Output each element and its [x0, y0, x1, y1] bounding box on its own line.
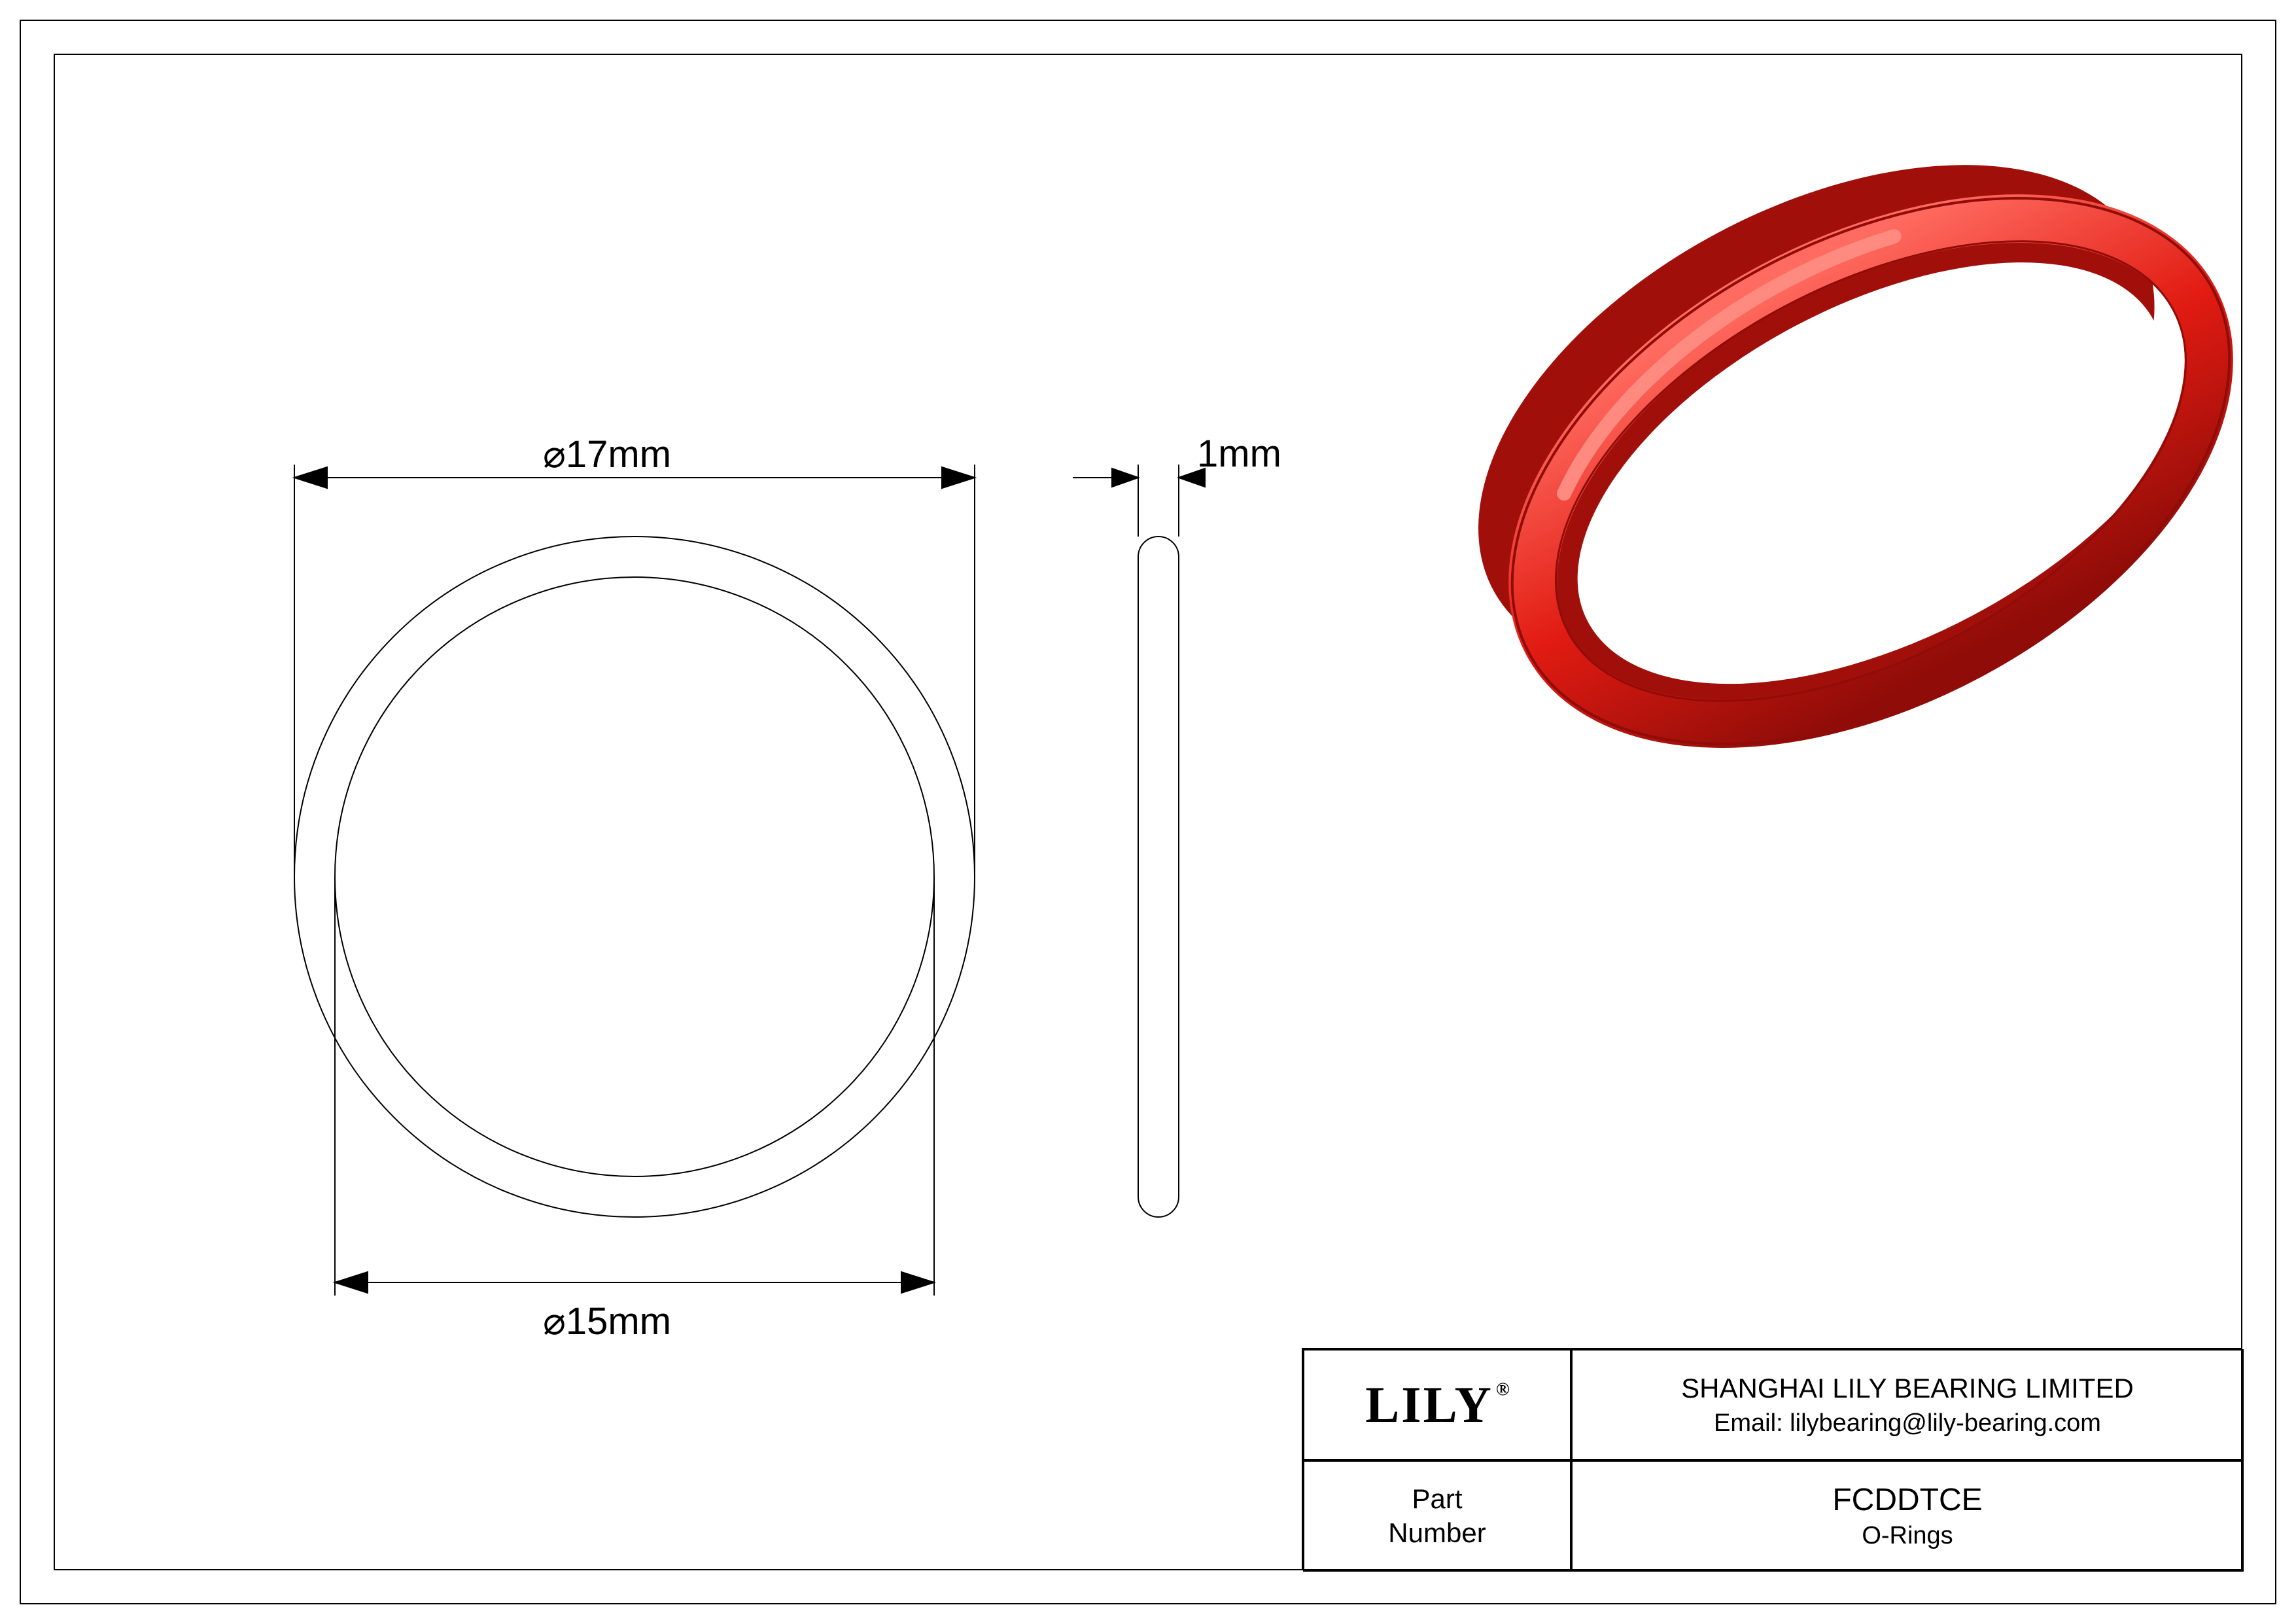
part-number: FCDDTCE [1832, 1482, 1982, 1518]
dimension-outer-diameter [294, 465, 975, 877]
title-block-logo-cell: LILY® [1303, 1349, 1571, 1460]
part-label-line2: Number [1388, 1517, 1486, 1548]
side-view-profile [1138, 537, 1179, 1217]
side-view [1138, 537, 1179, 1217]
part-description: O-Rings [1862, 1522, 1953, 1550]
oring-3d-render [1395, 40, 2296, 857]
front-view-inner-circle [335, 577, 934, 1176]
dimension-thickness [1073, 465, 1205, 537]
title-block: LILY® SHANGHAI LILY BEARING LIMITED Emai… [1302, 1348, 2242, 1570]
logo-registered-icon: ® [1496, 1379, 1512, 1400]
company-email: Email: lilybearing@lily-bearing.com [1714, 1409, 2101, 1438]
logo-text: LILY® [1365, 1375, 1509, 1434]
company-name: SHANGHAI LILY BEARING LIMITED [1681, 1373, 2134, 1404]
thickness-label: 1mm [1197, 432, 1281, 476]
part-label: Part Number [1388, 1482, 1486, 1551]
part-label-line1: Part [1412, 1483, 1462, 1514]
page: ⌀17mm ⌀15mm 1mm LILY® SHANGHAI LILY BEAR… [0, 0, 2296, 1624]
logo-name: LILY [1365, 1376, 1493, 1433]
dimension-inner-diameter [335, 877, 934, 1296]
title-block-company-cell: SHANGHAI LILY BEARING LIMITED Email: lil… [1571, 1349, 2244, 1460]
front-view-outer-circle [294, 537, 975, 1217]
outer-diameter-label: ⌀17mm [543, 432, 671, 476]
title-block-partlabel-cell: Part Number [1303, 1460, 1571, 1572]
inner-diameter-label: ⌀15mm [543, 1299, 671, 1343]
title-block-partno-cell: FCDDTCE O-Rings [1571, 1460, 2244, 1572]
front-view [294, 537, 975, 1217]
